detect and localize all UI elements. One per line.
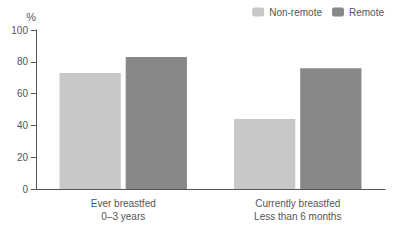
svg-text:Less than 6 months: Less than 6 months — [254, 211, 341, 222]
svg-text:0: 0 — [22, 184, 28, 195]
svg-text:Ever breastfed: Ever breastfed — [91, 198, 156, 209]
svg-text:80: 80 — [17, 56, 29, 67]
svg-text:20: 20 — [17, 152, 29, 163]
svg-text:60: 60 — [17, 88, 29, 99]
svg-text:40: 40 — [17, 120, 29, 131]
svg-text:100: 100 — [11, 25, 28, 36]
svg-text:%: % — [26, 11, 36, 23]
svg-text:Currently breastfed: Currently breastfed — [255, 198, 340, 209]
svg-text:0–3 years: 0–3 years — [101, 211, 145, 222]
svg-text:Non-remote: Non-remote — [269, 7, 322, 18]
svg-text:Remote: Remote — [349, 7, 384, 18]
